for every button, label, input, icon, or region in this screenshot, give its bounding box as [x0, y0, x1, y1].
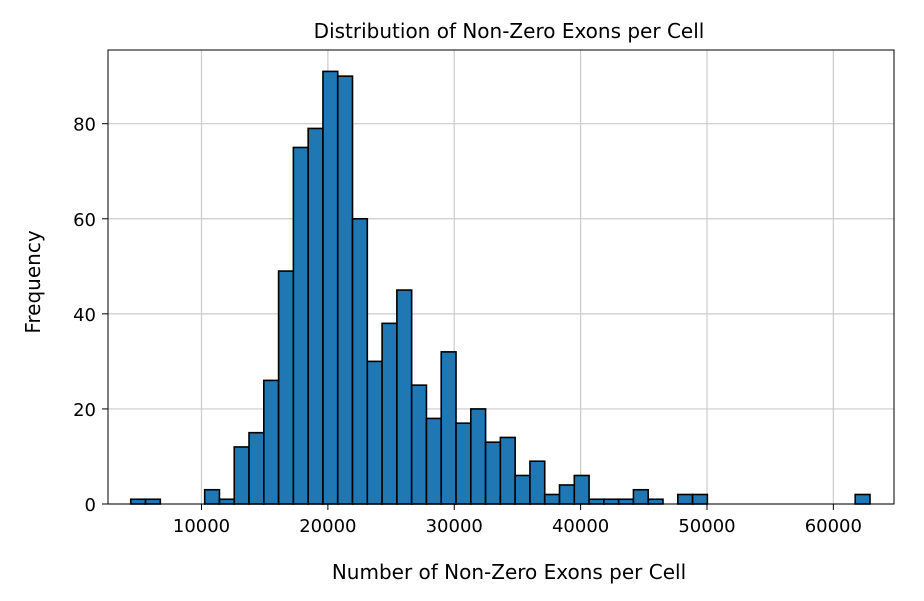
histogram-bar	[543, 493, 561, 505]
histogram-bar	[484, 441, 502, 505]
histogram-bar	[410, 384, 428, 505]
x-axis-label: Number of Non-Zero Exons per Cell	[332, 560, 686, 584]
histogram-bar	[588, 498, 605, 505]
histogram-bars	[129, 70, 871, 505]
histogram-bar	[529, 460, 546, 505]
histogram-bar	[440, 351, 457, 505]
histogram-bar	[366, 360, 383, 505]
histogram-bar	[514, 474, 531, 505]
x-tick-label: 40000	[552, 516, 609, 537]
histogram-bar	[469, 408, 487, 505]
chart-title: Distribution of Non-Zero Exons per Cell	[314, 19, 705, 43]
histogram-bar	[263, 379, 280, 505]
axes	[102, 49, 895, 510]
histogram-bar	[691, 493, 709, 505]
histogram-bar	[396, 289, 413, 505]
x-tick-label: 30000	[426, 516, 483, 537]
y-tick-label: 60	[73, 210, 96, 231]
y-tick-label: 40	[73, 305, 96, 326]
histogram-bar	[336, 75, 354, 505]
y-tick-label: 0	[85, 495, 96, 516]
histogram-bar	[558, 484, 576, 505]
y-tick-label: 20	[73, 400, 96, 421]
x-tick-label: 10000	[173, 516, 230, 537]
histogram-bar	[144, 498, 162, 505]
histogram-bar	[322, 70, 339, 505]
histogram-bar	[292, 146, 309, 505]
x-tick-label: 50000	[678, 516, 735, 537]
histogram-bar	[351, 217, 369, 505]
histogram-bar	[854, 493, 871, 505]
histogram-bar	[233, 446, 250, 505]
histogram-bar	[248, 431, 265, 505]
histogram-bar	[617, 498, 635, 505]
histogram-bar	[129, 498, 147, 505]
y-axis-label: Frequency	[21, 230, 45, 333]
histogram-bar	[307, 127, 324, 505]
y-tick-label: 80	[73, 115, 96, 136]
tick-labels: 10000 20000 30000 40000 50000 60000 0 20 40 60 80	[73, 115, 862, 537]
histogram-bar	[218, 498, 236, 505]
histogram-bar	[603, 498, 620, 505]
plot-frame	[107, 49, 895, 505]
histogram-bar	[499, 436, 516, 505]
histogram-bar	[277, 270, 295, 505]
histogram-bar	[203, 488, 221, 505]
histogram-bar	[573, 474, 590, 505]
histogram-bar	[676, 493, 694, 505]
x-tick-label: 20000	[299, 516, 356, 537]
histogram-bar	[455, 422, 472, 505]
histogram-bar	[632, 488, 650, 505]
histogram-bar	[425, 417, 443, 505]
histogram-bar	[647, 498, 664, 505]
histogram-bar	[381, 322, 398, 505]
x-tick-label: 60000	[805, 516, 862, 537]
